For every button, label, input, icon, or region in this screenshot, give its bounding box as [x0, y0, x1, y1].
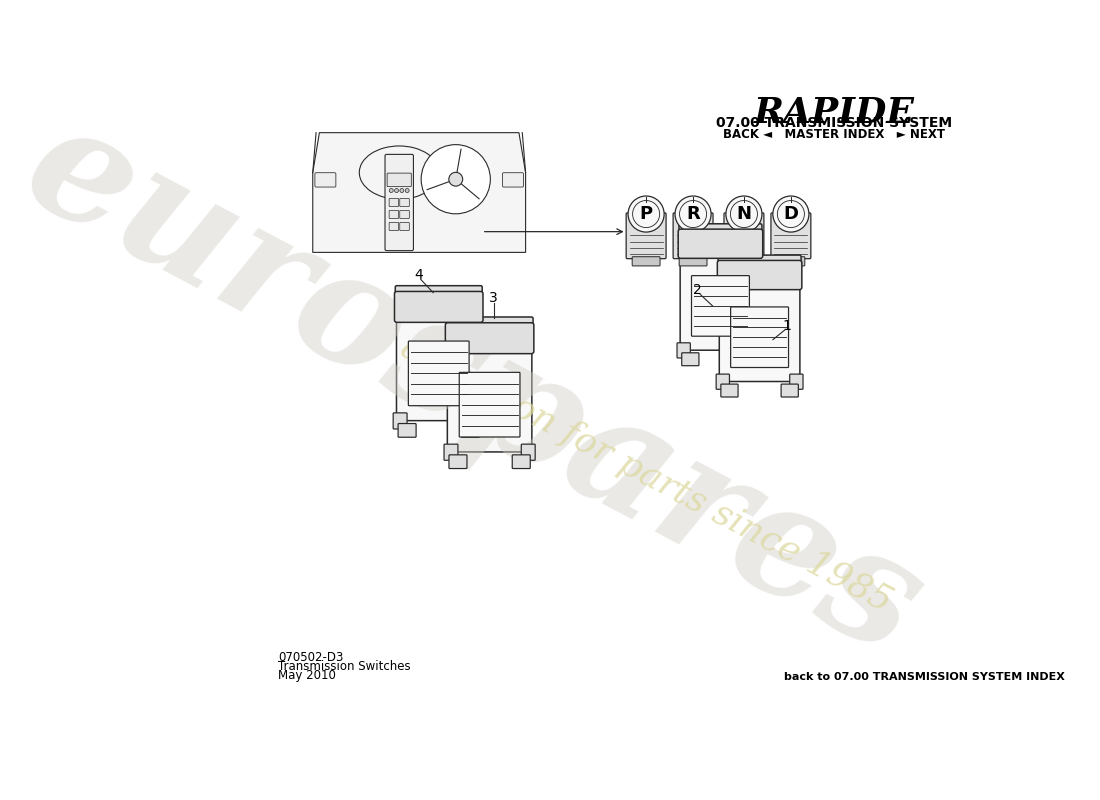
FancyBboxPatch shape — [395, 286, 482, 310]
Circle shape — [628, 196, 664, 232]
Text: R: R — [686, 205, 700, 223]
FancyBboxPatch shape — [513, 455, 530, 469]
Circle shape — [449, 172, 463, 186]
FancyBboxPatch shape — [720, 384, 738, 397]
Text: 07.00 TRANSMISSION SYSTEM: 07.00 TRANSMISSION SYSTEM — [716, 116, 952, 130]
Circle shape — [632, 201, 660, 227]
Circle shape — [730, 201, 758, 227]
Text: RAPIDE: RAPIDE — [754, 96, 914, 130]
FancyBboxPatch shape — [718, 255, 801, 278]
FancyBboxPatch shape — [730, 307, 789, 367]
FancyBboxPatch shape — [399, 222, 409, 230]
FancyBboxPatch shape — [503, 173, 524, 187]
Circle shape — [778, 201, 804, 227]
FancyBboxPatch shape — [385, 154, 414, 250]
FancyBboxPatch shape — [449, 455, 468, 469]
FancyBboxPatch shape — [682, 353, 698, 366]
Polygon shape — [312, 133, 526, 252]
FancyBboxPatch shape — [389, 210, 398, 218]
FancyBboxPatch shape — [315, 173, 336, 187]
FancyBboxPatch shape — [408, 341, 469, 406]
FancyBboxPatch shape — [724, 213, 763, 258]
FancyBboxPatch shape — [446, 322, 534, 354]
FancyBboxPatch shape — [626, 213, 667, 258]
FancyBboxPatch shape — [719, 266, 800, 382]
FancyBboxPatch shape — [742, 353, 759, 366]
Text: a passion for parts since 1985: a passion for parts since 1985 — [395, 330, 898, 618]
FancyBboxPatch shape — [459, 372, 520, 437]
FancyBboxPatch shape — [521, 444, 536, 460]
FancyBboxPatch shape — [632, 257, 660, 266]
Circle shape — [773, 196, 808, 232]
FancyBboxPatch shape — [730, 257, 758, 266]
FancyBboxPatch shape — [389, 198, 398, 206]
Text: D: D — [783, 205, 799, 223]
Circle shape — [395, 189, 398, 193]
FancyBboxPatch shape — [461, 423, 480, 438]
Text: Transmission Switches: Transmission Switches — [278, 660, 411, 673]
Circle shape — [680, 201, 706, 227]
FancyBboxPatch shape — [393, 413, 407, 429]
Circle shape — [405, 189, 409, 193]
FancyBboxPatch shape — [771, 213, 811, 258]
Text: BACK ◄   MASTER INDEX   ► NEXT: BACK ◄ MASTER INDEX ► NEXT — [723, 127, 945, 141]
Circle shape — [421, 145, 491, 214]
FancyBboxPatch shape — [444, 444, 458, 460]
Circle shape — [675, 196, 711, 232]
FancyBboxPatch shape — [750, 343, 763, 358]
Text: P: P — [639, 205, 652, 223]
FancyBboxPatch shape — [387, 173, 411, 186]
FancyBboxPatch shape — [679, 229, 762, 258]
FancyBboxPatch shape — [395, 291, 483, 322]
Circle shape — [726, 196, 762, 232]
FancyBboxPatch shape — [448, 328, 532, 452]
FancyBboxPatch shape — [781, 384, 799, 397]
Circle shape — [400, 189, 404, 193]
Text: May 2010: May 2010 — [278, 670, 337, 682]
Text: 2: 2 — [693, 283, 702, 298]
Text: 1: 1 — [782, 318, 791, 333]
FancyBboxPatch shape — [716, 374, 729, 390]
FancyBboxPatch shape — [399, 198, 409, 206]
Text: 070502-D3: 070502-D3 — [278, 650, 343, 664]
Text: eurospares: eurospares — [1, 88, 947, 688]
FancyBboxPatch shape — [471, 413, 484, 429]
FancyBboxPatch shape — [676, 343, 691, 358]
FancyBboxPatch shape — [398, 423, 416, 438]
FancyBboxPatch shape — [399, 210, 409, 218]
FancyBboxPatch shape — [679, 224, 762, 247]
FancyBboxPatch shape — [679, 257, 707, 266]
FancyBboxPatch shape — [692, 276, 749, 336]
FancyBboxPatch shape — [790, 374, 803, 390]
Text: N: N — [736, 205, 751, 223]
FancyBboxPatch shape — [717, 261, 802, 290]
FancyBboxPatch shape — [389, 222, 398, 230]
FancyBboxPatch shape — [447, 317, 534, 342]
FancyBboxPatch shape — [396, 297, 481, 421]
Circle shape — [389, 189, 393, 193]
Text: 4: 4 — [415, 268, 424, 282]
Text: back to 07.00 TRANSMISSION SYSTEM INDEX: back to 07.00 TRANSMISSION SYSTEM INDEX — [784, 673, 1065, 682]
FancyBboxPatch shape — [673, 213, 713, 258]
FancyBboxPatch shape — [680, 234, 761, 350]
FancyBboxPatch shape — [777, 257, 805, 266]
Text: 3: 3 — [490, 291, 498, 305]
